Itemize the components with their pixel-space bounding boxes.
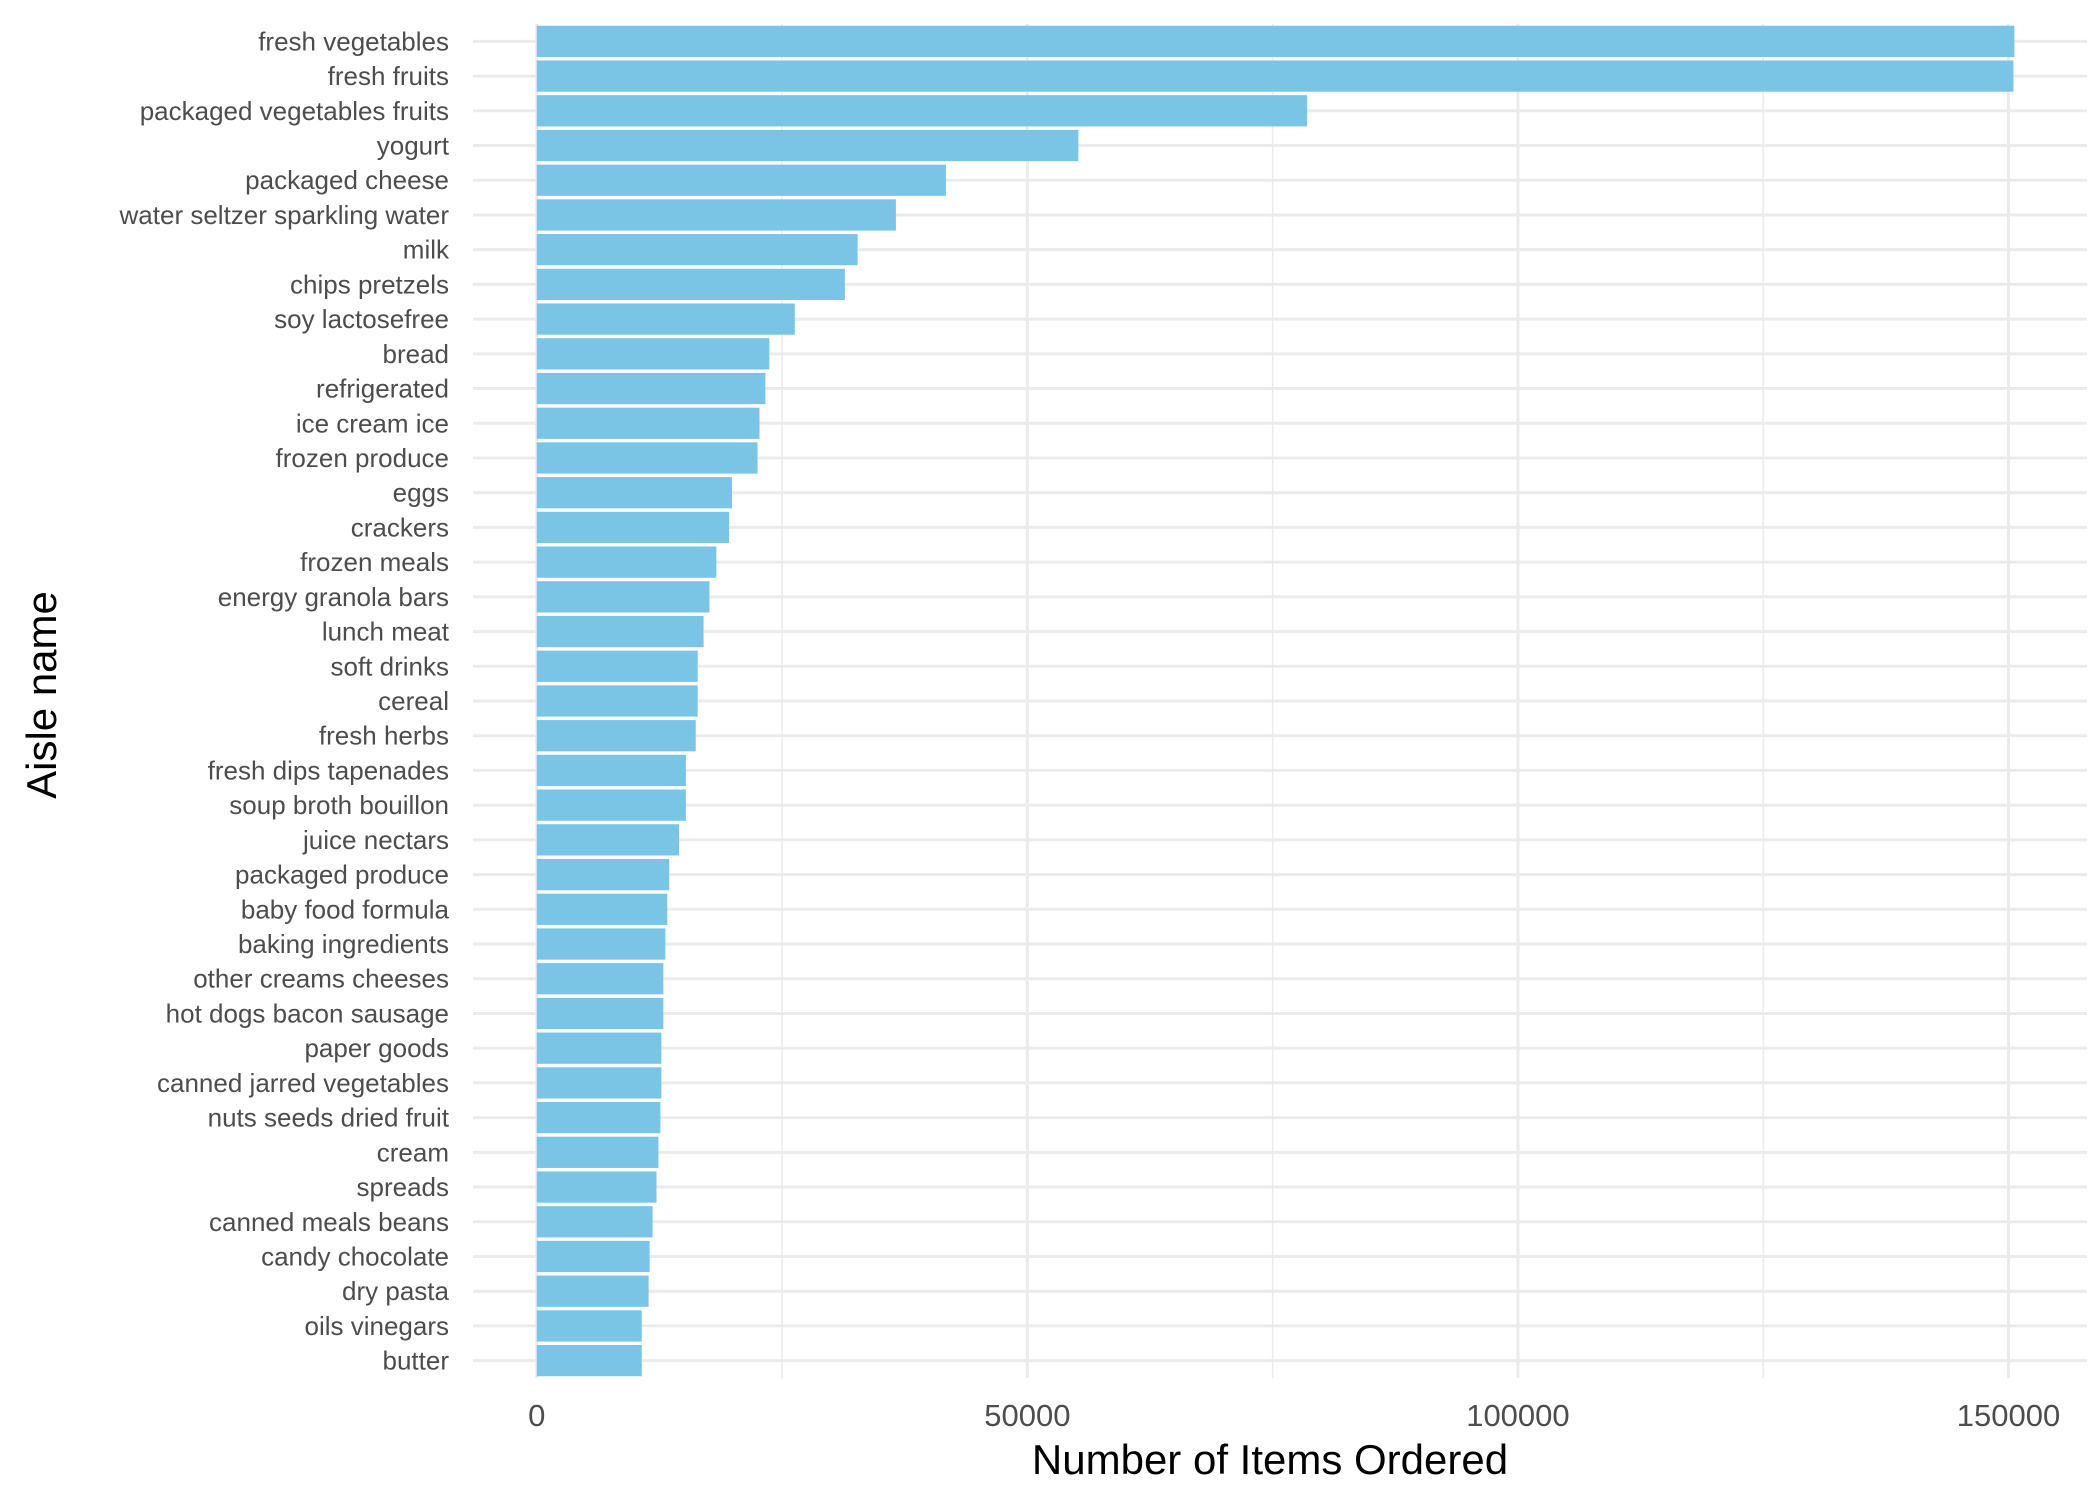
- category-label: frozen produce: [276, 443, 449, 473]
- bar: [536, 997, 664, 1030]
- y-axis-title: Aisle name: [18, 591, 65, 799]
- bar: [536, 407, 760, 439]
- bar: [536, 199, 896, 231]
- bar: [536, 1310, 642, 1342]
- category-label: ice cream ice: [296, 408, 449, 438]
- category-label: butter: [383, 1346, 450, 1376]
- bar: [536, 581, 710, 613]
- bar: [536, 477, 733, 509]
- category-label: eggs: [393, 478, 449, 508]
- bar: [536, 1101, 661, 1134]
- x-tick-labels: 0 50000 100000 150000: [528, 1398, 2060, 1433]
- bar: [536, 129, 1079, 162]
- category-label: other creams cheeses: [193, 964, 449, 994]
- bar: [536, 720, 696, 752]
- category-label: frozen meals: [300, 547, 449, 577]
- category-label: canned meals beans: [209, 1207, 449, 1237]
- bar: [536, 234, 858, 266]
- bar: [536, 268, 845, 301]
- bar: [536, 1067, 662, 1099]
- category-label: oils vinegars: [304, 1311, 449, 1341]
- x-axis-title: Number of Items Ordered: [1032, 1436, 1508, 1483]
- bar: [536, 511, 730, 544]
- category-label: fresh fruits: [328, 61, 449, 91]
- category-label: yogurt: [377, 131, 450, 161]
- category-label: fresh dips tapenades: [208, 755, 449, 785]
- bar: [536, 650, 698, 682]
- bar: [536, 442, 758, 474]
- category-label: crackers: [351, 512, 449, 542]
- category-label: canned jarred vegetables: [157, 1068, 449, 1098]
- bar: [536, 789, 686, 821]
- bar: [536, 1345, 642, 1377]
- bar: [536, 858, 670, 891]
- bar: [536, 60, 2014, 92]
- category-label: spreads: [357, 1172, 450, 1202]
- category-label: packaged cheese: [245, 165, 449, 195]
- bar: [536, 754, 686, 787]
- bar: [536, 1171, 657, 1203]
- category-label: cereal: [378, 686, 449, 716]
- category-label: chips pretzels: [290, 269, 449, 299]
- category-label: dry pasta: [342, 1276, 449, 1306]
- category-label: nuts seeds dried fruit: [208, 1103, 450, 1133]
- bar: [536, 685, 698, 717]
- category-label: hot dogs bacon sausage: [166, 998, 449, 1028]
- bar: [536, 893, 668, 925]
- bar: [536, 615, 704, 648]
- bar: [536, 928, 666, 960]
- bar: [536, 338, 770, 370]
- category-label: water seltzer sparkling water: [119, 200, 450, 230]
- bar: [536, 164, 946, 196]
- category-label: paper goods: [304, 1033, 449, 1063]
- category-label: fresh vegetables: [258, 26, 449, 56]
- category-label: refrigerated: [316, 374, 449, 404]
- category-label: fresh herbs: [319, 721, 449, 751]
- category-label: baby food formula: [241, 894, 450, 924]
- category-label: bread: [383, 339, 450, 369]
- bar: [536, 1136, 659, 1168]
- bar: [536, 1206, 653, 1238]
- category-label: baking ingredients: [238, 929, 449, 959]
- category-label: cream: [377, 1137, 449, 1167]
- category-label: packaged produce: [235, 860, 449, 890]
- category-label: energy granola bars: [218, 582, 449, 612]
- bar: [536, 1032, 662, 1064]
- x-tick-label: 150000: [1957, 1398, 2060, 1433]
- x-tick-label: 100000: [1466, 1398, 1569, 1433]
- category-label: soft drinks: [331, 651, 450, 681]
- category-label: juice nectars: [302, 825, 449, 855]
- category-label: soy lactosefree: [274, 304, 449, 334]
- category-label: soup broth bouillon: [229, 790, 449, 820]
- category-labels: fresh vegetables fresh fruits packaged veg…: [119, 26, 450, 1375]
- x-tick-label: 0: [528, 1398, 545, 1433]
- bar: [536, 25, 2015, 57]
- bar: [536, 546, 717, 578]
- bar: [536, 303, 795, 335]
- bar: [536, 963, 664, 995]
- bar: [536, 1275, 649, 1307]
- bar: [536, 1240, 650, 1273]
- x-tick-label: 50000: [984, 1398, 1070, 1433]
- bars-group: [536, 25, 2015, 1377]
- category-label: packaged vegetables fruits: [140, 96, 449, 126]
- bar: [536, 95, 1307, 127]
- category-label: lunch meat: [322, 617, 450, 647]
- bar: [536, 372, 766, 405]
- category-label: milk: [403, 235, 450, 265]
- bar: [536, 824, 680, 856]
- category-label: candy chocolate: [261, 1241, 449, 1271]
